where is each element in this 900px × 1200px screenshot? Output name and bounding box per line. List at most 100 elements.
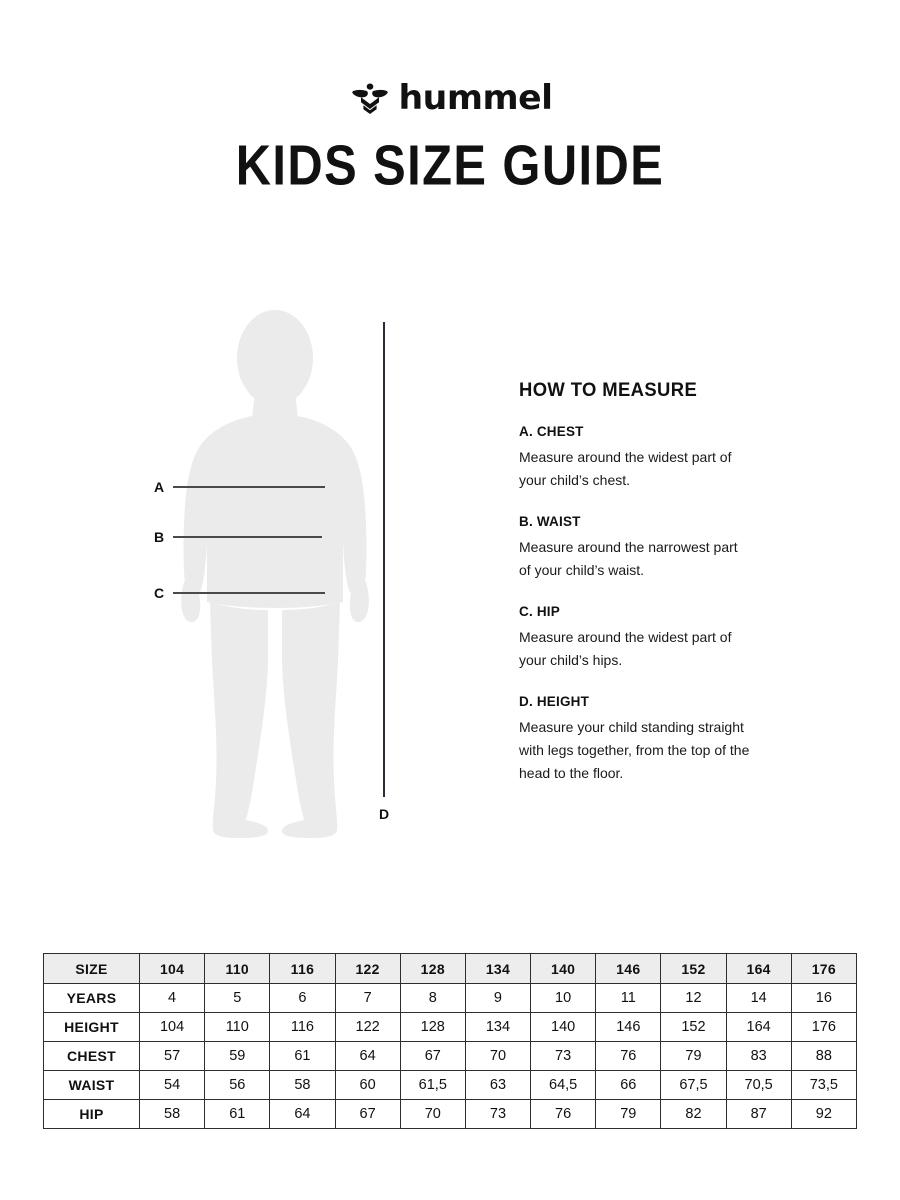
table-row: YEARS 4 5 6 7 8 9 10 11 12 14 16	[43, 983, 858, 1013]
table-header-cell-size: SIZE	[43, 953, 140, 984]
table-cell: 73,5	[790, 1070, 858, 1100]
measure-item-height-heading: D. HEIGHT	[519, 694, 590, 709]
table-row-label-hip: HIP	[43, 1099, 140, 1129]
measure-item-waist-heading: B. WAIST	[519, 514, 581, 529]
table-header-cell-176: 176	[790, 953, 858, 984]
table-cell: 6	[269, 983, 336, 1013]
table-header-cell-140: 140	[530, 953, 597, 984]
table-cell: 92	[790, 1099, 858, 1129]
table-row-label-waist: WAIST	[43, 1070, 140, 1100]
marker-label-d: D	[379, 806, 390, 822]
table-header-cell-116: 116	[269, 953, 336, 984]
measure-item-height: D. HEIGHT Measure your child standing st…	[519, 694, 819, 785]
table-cell: 56	[204, 1070, 271, 1100]
table-cell: 87	[725, 1099, 792, 1129]
marker-label-b: B	[154, 529, 165, 545]
size-table-container: SIZE 104 110 116 122 128 134 140 146 152 164 176 YE…	[43, 953, 858, 1129]
table-cell: 67	[399, 1041, 466, 1071]
table-header-cell-128: 128	[399, 953, 466, 984]
table-cell: 76	[595, 1041, 662, 1071]
table-cell: 64	[334, 1041, 401, 1071]
table-cell: 146	[595, 1012, 662, 1042]
table-cell: 57	[138, 1041, 206, 1071]
table-header-cell-146: 146	[595, 953, 662, 984]
table-cell: 176	[790, 1012, 858, 1042]
table-cell: 64,5	[530, 1070, 597, 1100]
table-cell: 110	[204, 1012, 271, 1042]
measure-item-hip-body: Measure around the widest part of your c…	[519, 629, 732, 668]
table-cell: 152	[660, 1012, 727, 1042]
table-header-row: SIZE 104 110 116 122 128 134 140 146 152 164 176	[43, 953, 858, 984]
table-cell: 5	[204, 983, 271, 1013]
measure-item-chest: A. CHEST Measure around the widest part …	[519, 424, 819, 492]
table-header-cell-134: 134	[464, 953, 532, 984]
table-header-cell-104: 104	[138, 953, 206, 984]
how-to-measure-section: HOW TO MEASURE A. CHEST Measure around t…	[519, 380, 819, 785]
table-cell: 83	[725, 1041, 792, 1071]
table-cell: 70,5	[725, 1070, 792, 1100]
table-cell: 76	[530, 1099, 597, 1129]
table-row: HIP 58 61 64 67 70 73 76 79 82 87 92	[43, 1099, 858, 1129]
table-cell: 63	[464, 1070, 532, 1100]
table-cell: 61,5	[399, 1070, 466, 1100]
table-cell: 82	[660, 1099, 727, 1129]
table-cell: 66	[595, 1070, 662, 1100]
table-cell: 7	[334, 983, 401, 1013]
table-cell: 104	[138, 1012, 206, 1042]
table-cell: 67	[334, 1099, 401, 1129]
measure-line-b	[173, 536, 322, 538]
child-body-silhouette-icon	[181, 310, 369, 838]
marker-label-a: A	[154, 479, 165, 495]
marker-label-c: C	[154, 585, 165, 601]
how-to-measure-title: HOW TO MEASURE	[519, 380, 698, 401]
table-cell: 122	[334, 1012, 401, 1042]
table-row-label-years: YEARS	[43, 983, 140, 1013]
table-row-label-height: HEIGHT	[43, 1012, 140, 1042]
measure-line-c	[173, 592, 325, 594]
table-row: CHEST 57 59 61 64 67 70 73 76 79 83 88	[43, 1041, 858, 1071]
table-cell: 79	[660, 1041, 727, 1071]
table-cell: 134	[464, 1012, 532, 1042]
table-cell: 88	[790, 1041, 858, 1071]
table-cell: 11	[595, 983, 662, 1013]
table-cell: 9	[464, 983, 532, 1013]
bee-icon	[351, 83, 388, 114]
measure-item-hip: C. HIP Measure around the widest part of…	[519, 604, 819, 672]
table-row: HEIGHT 104 110 116 122 128 134 140 146 152 164 176	[43, 1012, 858, 1042]
table-cell: 58	[269, 1070, 336, 1100]
table-cell: 67,5	[660, 1070, 727, 1100]
table-cell: 14	[725, 983, 792, 1013]
table-cell: 64	[269, 1099, 336, 1129]
table-header-cell-164: 164	[725, 953, 792, 984]
table-cell: 79	[595, 1099, 662, 1129]
measure-line-d-height	[383, 322, 385, 797]
table-cell: 59	[204, 1041, 271, 1071]
table-cell: 116	[269, 1012, 336, 1042]
table-cell: 16	[790, 983, 858, 1013]
table-cell: 61	[269, 1041, 336, 1071]
measure-item-waist: B. WAIST Measure around the narrowest pa…	[519, 514, 819, 582]
table-cell: 58	[138, 1099, 206, 1129]
measure-item-hip-heading: C. HIP	[519, 604, 560, 619]
table-row-label-chest: CHEST	[43, 1041, 140, 1071]
table-cell: 4	[138, 983, 206, 1013]
table-cell: 70	[464, 1041, 532, 1071]
table-header-cell-110: 110	[204, 953, 271, 984]
table-row: WAIST 54 56 58 60 61,5 63 64,5 66 67,5 70,5 73,5	[43, 1070, 858, 1100]
table-cell: 60	[334, 1070, 401, 1100]
table-cell: 73	[530, 1041, 597, 1071]
table-cell: 164	[725, 1012, 792, 1042]
brand-name: hummel	[397, 78, 553, 118]
table-cell: 10	[530, 983, 597, 1013]
measure-item-height-body: Measure your child standing straight wit…	[519, 719, 750, 781]
table-cell: 61	[204, 1099, 271, 1129]
table-cell: 140	[530, 1012, 597, 1042]
table-header-cell-152: 152	[660, 953, 727, 984]
measure-item-chest-heading: A. CHEST	[519, 424, 584, 439]
measure-line-a	[173, 486, 325, 488]
table-cell: 12	[660, 983, 727, 1013]
table-cell: 128	[399, 1012, 466, 1042]
measurement-illustration: A B C D	[0, 300, 480, 845]
table-header-cell-122: 122	[334, 953, 401, 984]
table-cell: 8	[399, 983, 466, 1013]
